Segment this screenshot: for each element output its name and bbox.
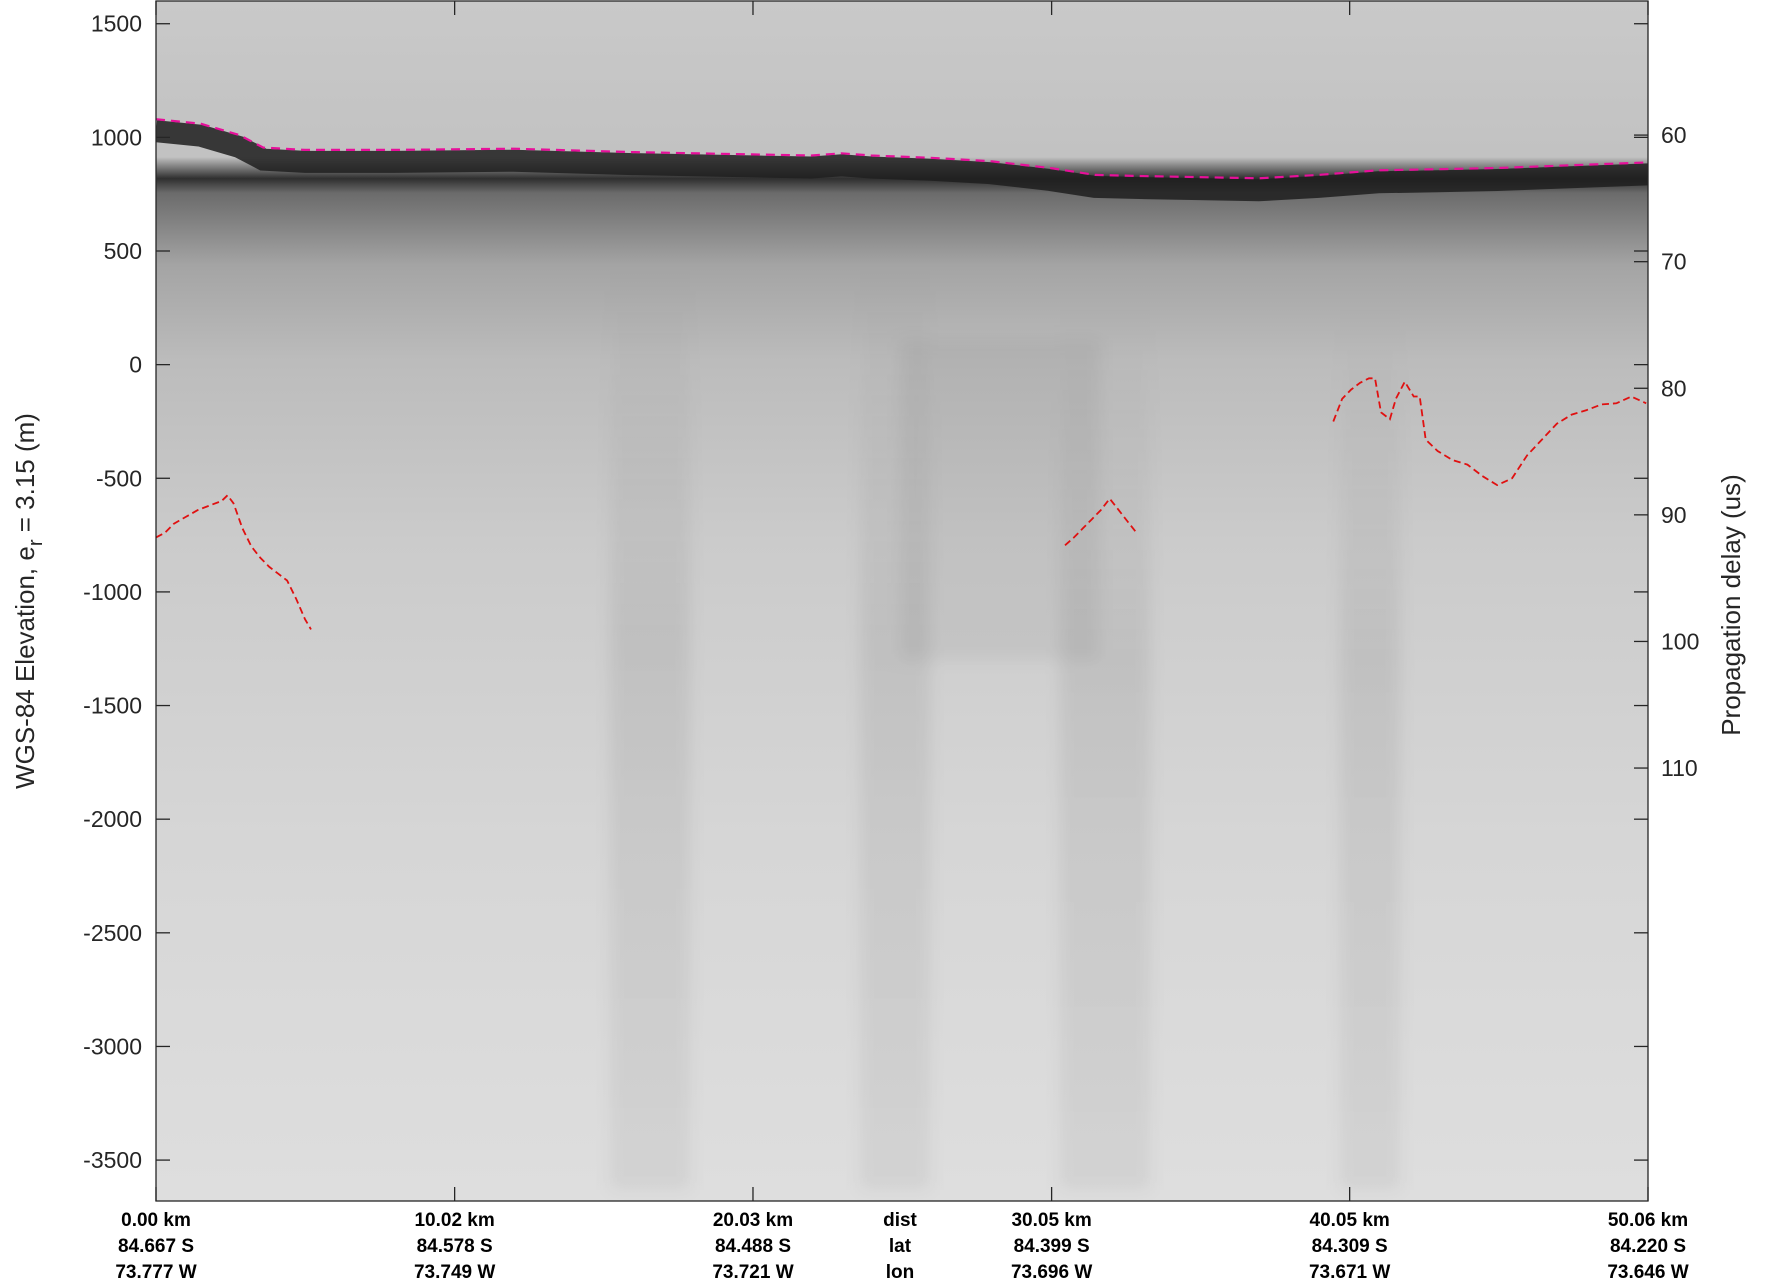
right-tick-label: 100 xyxy=(1661,628,1699,654)
bottom-dist-value: 20.03 km xyxy=(713,1210,793,1231)
bottom-lat-label: lat xyxy=(889,1236,912,1257)
right-tick-label: 60 xyxy=(1661,122,1687,148)
left-tick-label: 500 xyxy=(104,238,142,264)
echogram-image xyxy=(156,1,1648,1201)
left-tick-label: -1500 xyxy=(83,693,142,719)
bottom-lat-value: 84.399 S xyxy=(1014,1236,1090,1257)
bottom-lon-value: 73.696 W xyxy=(1011,1262,1092,1280)
plot-frame xyxy=(155,0,1649,1202)
left-axis-title-subscript: r xyxy=(25,539,47,546)
left-tick-label: 0 xyxy=(129,352,142,378)
bottom-dist-value: 50.06 km xyxy=(1608,1210,1688,1231)
bottom-lon-value: 73.646 W xyxy=(1607,1262,1688,1280)
left-axis-title: WGS-84 Elevation, er = 3.15 (m) xyxy=(10,413,47,789)
bed-layer-line xyxy=(1332,377,1647,487)
left-tick-label: -1000 xyxy=(83,579,142,605)
left-axis-title-suffix: = 3.15 (m) xyxy=(10,413,40,539)
left-tick-label: -3000 xyxy=(83,1033,142,1059)
bottom-lat-value: 84.488 S xyxy=(715,1236,791,1257)
bottom-lon-value: 73.721 W xyxy=(712,1262,793,1280)
bottom-labels: 0.00 km 10.02 km 20.03 km 30.05 km 40.05 km 5… xyxy=(115,1210,1688,1280)
left-tick-label: 1500 xyxy=(91,11,142,37)
bottom-dist-value: 40.05 km xyxy=(1310,1210,1390,1231)
right-tick-label: 80 xyxy=(1661,375,1687,401)
bottom-dist-value: 10.02 km xyxy=(414,1210,494,1231)
echogram-streak xyxy=(610,260,690,1190)
left-axis-title-main: WGS-84 Elevation, e xyxy=(10,546,40,789)
surface-layer-line xyxy=(156,118,1648,180)
bottom-lat-value: 84.667 S xyxy=(118,1236,194,1257)
bed-layer-line xyxy=(156,493,312,630)
bed-layer-line xyxy=(1064,497,1138,546)
bottom-lon-value: 73.749 W xyxy=(414,1262,495,1280)
bottom-dist-value: 0.00 km xyxy=(121,1210,191,1231)
left-tick-label: -2500 xyxy=(83,920,142,946)
bottom-lat-value: 84.309 S xyxy=(1312,1236,1388,1257)
bottom-lon-value: 73.777 W xyxy=(115,1262,196,1280)
echogram-streaks xyxy=(610,260,1400,1190)
bottom-lon-value: 73.671 W xyxy=(1309,1262,1390,1280)
left-tick-label: -500 xyxy=(96,465,142,491)
left-tick-label: 1000 xyxy=(91,124,142,150)
right-axis-title: Propagation delay (us) xyxy=(1716,474,1746,736)
bottom-dist-value: 30.05 km xyxy=(1011,1210,1091,1231)
right-tick-label: 110 xyxy=(1661,755,1698,781)
bottom-lat-value: 84.578 S xyxy=(417,1236,493,1257)
axes: 1500 1000 500 0 -500 -1000 -1500 -2000 -2500 -300… xyxy=(83,1,1699,1201)
bottom-dist-label: dist xyxy=(883,1210,917,1231)
right-tick-label: 90 xyxy=(1661,502,1687,528)
echogram-layers xyxy=(156,118,1648,630)
left-tick-label: -3500 xyxy=(83,1147,142,1173)
right-tick-label: 70 xyxy=(1661,249,1687,275)
left-tick-label: -2000 xyxy=(83,806,142,832)
surface-echo-band xyxy=(156,120,1648,202)
echogram-streak xyxy=(1340,300,1400,1190)
bottom-lon-label: lon xyxy=(886,1262,915,1280)
bottom-lat-value: 84.220 S xyxy=(1610,1236,1686,1257)
echogram-streak xyxy=(900,340,1100,660)
